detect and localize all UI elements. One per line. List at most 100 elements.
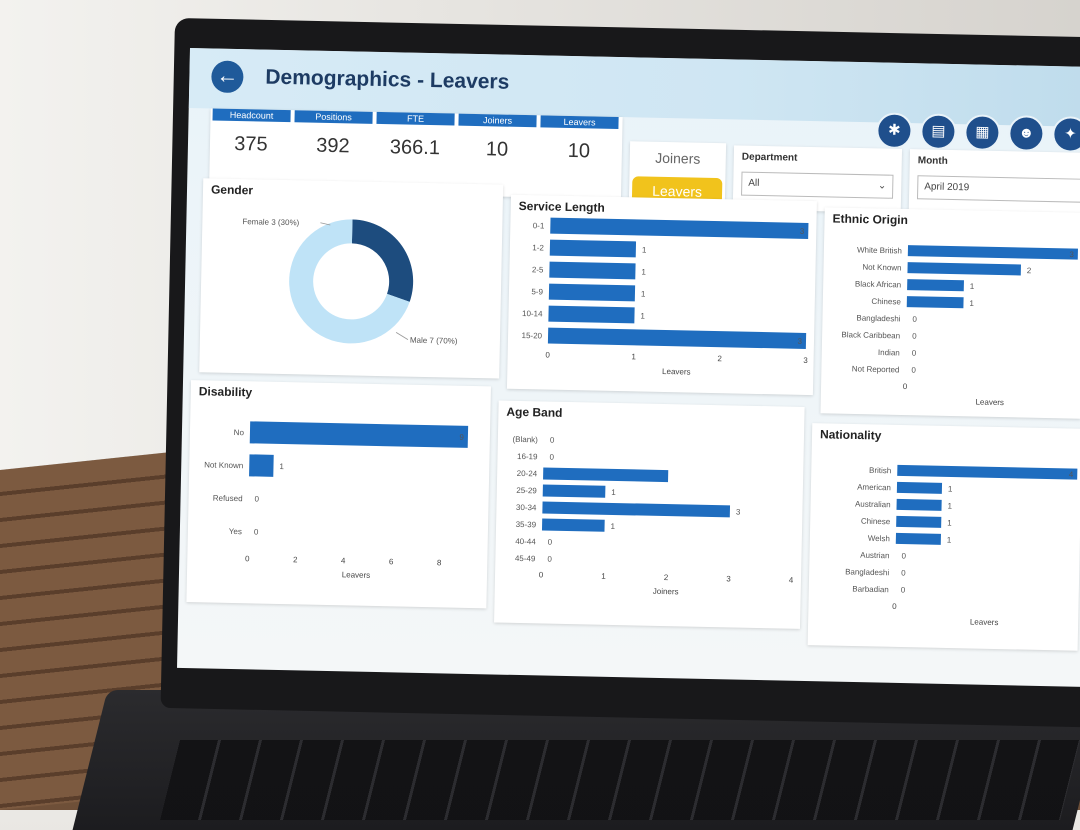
data-label: 0 (254, 527, 259, 536)
toggle-joiners-button[interactable]: Joiners (655, 149, 701, 167)
x-tick-label: 0 (892, 602, 897, 611)
category-label: Yes (229, 527, 242, 536)
data-label: 0 (912, 332, 917, 341)
x-tick-label: 3 (726, 574, 731, 583)
data-label: 0 (550, 436, 555, 445)
leader-line (320, 222, 331, 226)
category-label: Not Known (204, 460, 243, 470)
data-label: 1 (969, 299, 974, 308)
category-label: (Blank) (512, 435, 538, 445)
x-axis-title: Leavers (662, 367, 691, 377)
category-label: Australian (855, 500, 891, 510)
dashboard-screen: ← Demographics - Leavers ✱ ▤ ▦ ☻ ✦ Headc… (177, 48, 1080, 687)
category-label: Chinese (871, 297, 901, 307)
kpi-fte: FTE 366.1 (374, 111, 457, 161)
x-axis-title: Leavers (975, 398, 1004, 408)
category-label: 10-14 (522, 309, 543, 318)
data-label: 0 (548, 538, 553, 547)
month-slicer: Month April 2019 (908, 149, 1080, 217)
kpi-positions: Positions 392 (292, 110, 375, 159)
age-panel: Age Band (Blank) 0 16-19 0 20-24 25-29 1 30-34 3… (494, 400, 805, 629)
x-tick-label: 0 (245, 554, 250, 563)
data-label: 1 (640, 311, 645, 320)
slicer-title: Department (741, 151, 798, 164)
data-label: 2 (1027, 266, 1032, 275)
category-label: 15-20 (521, 331, 542, 340)
service-panel: Service Length 0-1 3 1-2 1 2-5 1 5-9 1 10-14 1 15-… (506, 194, 817, 396)
nav-icon-group: ✱ ▤ ▦ ☻ ✦ (876, 112, 1080, 153)
x-tick-label: 2 (717, 354, 722, 363)
kpi-headcount: Headcount 375 (210, 108, 293, 157)
data-label: 3 (1069, 250, 1074, 259)
kpi-leavers: Leavers 10 (538, 115, 621, 164)
x-tick-label: 8 (437, 558, 442, 567)
category-label: No (234, 428, 245, 437)
data-label: 0 (901, 586, 906, 595)
bar (895, 532, 941, 545)
bar (896, 515, 942, 528)
data-label: 4 (1069, 470, 1074, 479)
donut-slice-female (351, 219, 414, 302)
bar (907, 245, 1078, 260)
category-label: 1-2 (532, 243, 544, 252)
bar (907, 279, 964, 292)
kpi-joiners: Joiners 10 (456, 113, 539, 163)
data-label: 9 (459, 433, 464, 442)
data-label: 1 (947, 501, 952, 510)
month-dropdown[interactable]: April 2019 (916, 175, 1080, 203)
category-label: White British (857, 246, 902, 256)
x-tick-label: 0 (545, 351, 550, 360)
x-tick-label: 2 (664, 573, 669, 582)
bar (542, 501, 731, 518)
person-icon[interactable]: ☻ (1008, 115, 1045, 152)
disability-chart: No 9 Not Known 1 Refused 0 Yes 0 0 2 4 6 8 Leavers (204, 421, 469, 580)
category-label: 16-19 (517, 452, 538, 461)
leader-line (395, 332, 409, 340)
category-label: Bangladeshi (845, 567, 889, 577)
kpi-value: 10 (567, 139, 591, 163)
kpi-label: Positions (294, 110, 373, 124)
data-label: 0 (547, 555, 552, 564)
x-tick-label: 1 (601, 572, 606, 581)
disability-panel: Disability No 9 Not Known 1 Refused 0 Yes 0 0 2 4 6… (186, 380, 491, 609)
kpi-label: Joiners (458, 113, 537, 128)
category-label: Austrian (860, 551, 890, 561)
x-tick-label: 4 (341, 556, 346, 565)
bar (548, 283, 636, 302)
category-label: Chinese (861, 517, 891, 527)
data-label: 1 (641, 289, 646, 298)
handshake-icon[interactable]: ✦ (1052, 116, 1080, 153)
arrow-left-icon[interactable]: ← (211, 60, 244, 94)
category-label: Bangladeshi (856, 314, 900, 324)
x-axis-title: Joiners (653, 587, 679, 597)
chart-icon[interactable]: ▤ (920, 113, 957, 151)
bar (897, 464, 1078, 480)
x-tick-label: 4 (789, 576, 794, 585)
data-label: 1 (642, 246, 647, 255)
data-label: 3 (736, 508, 741, 517)
data-label: 0 (912, 349, 917, 358)
data-label: 1 (970, 282, 975, 291)
x-tick-label: 1 (631, 352, 636, 361)
x-tick-label: 0 (539, 570, 544, 579)
data-label: 0 (254, 494, 259, 503)
bar (906, 296, 964, 309)
category-label: 5-9 (531, 287, 543, 296)
category-label: Refused (213, 494, 243, 504)
data-label: 1 (279, 462, 284, 471)
data-label: 3 (800, 227, 805, 236)
x-tick-label: 3 (803, 356, 808, 365)
ethnic-origin-chart: White British 3 Not Known 2 Black African 1 Ch… (841, 245, 1078, 408)
laptop-keyboard (160, 740, 1080, 820)
kpi-value: 392 (316, 134, 350, 158)
bar (550, 217, 809, 239)
building-icon[interactable]: ▦ (964, 114, 1001, 151)
x-tick-label: 6 (389, 557, 394, 566)
slice-label: Female 3 (30%) (242, 217, 299, 227)
bar (548, 305, 635, 324)
network-icon[interactable]: ✱ (876, 112, 913, 150)
department-dropdown[interactable]: All ⌄ (741, 171, 894, 199)
gender-chart: Female 3 (30%) Male 7 (70%) (242, 217, 458, 346)
x-axis-title: Leavers (970, 617, 999, 627)
data-label: 3 (797, 337, 802, 346)
